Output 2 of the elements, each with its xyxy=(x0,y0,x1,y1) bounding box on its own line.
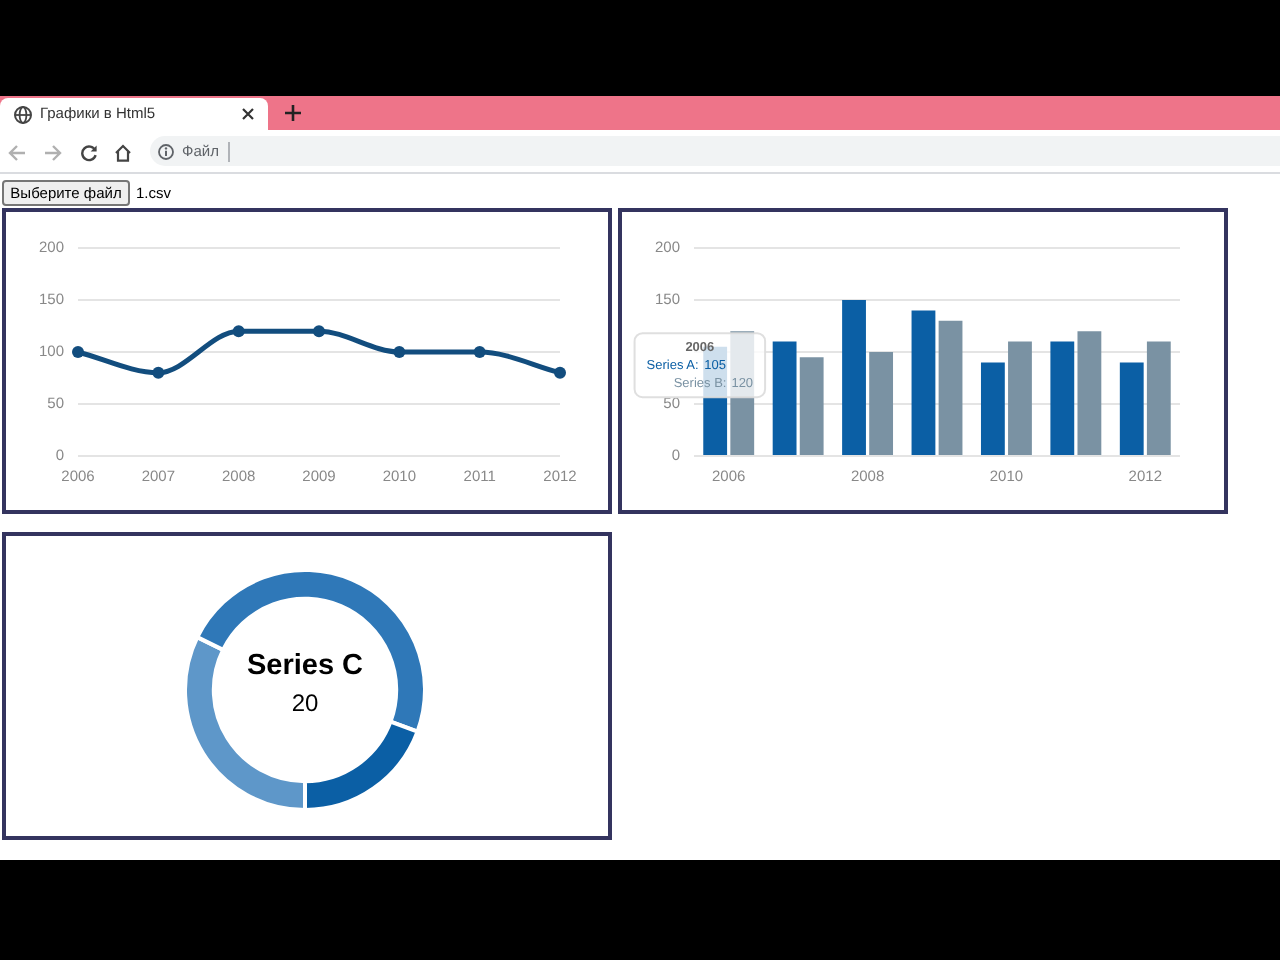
slice-label: Series C xyxy=(246,650,365,682)
data-label: 20 xyxy=(291,688,319,717)
